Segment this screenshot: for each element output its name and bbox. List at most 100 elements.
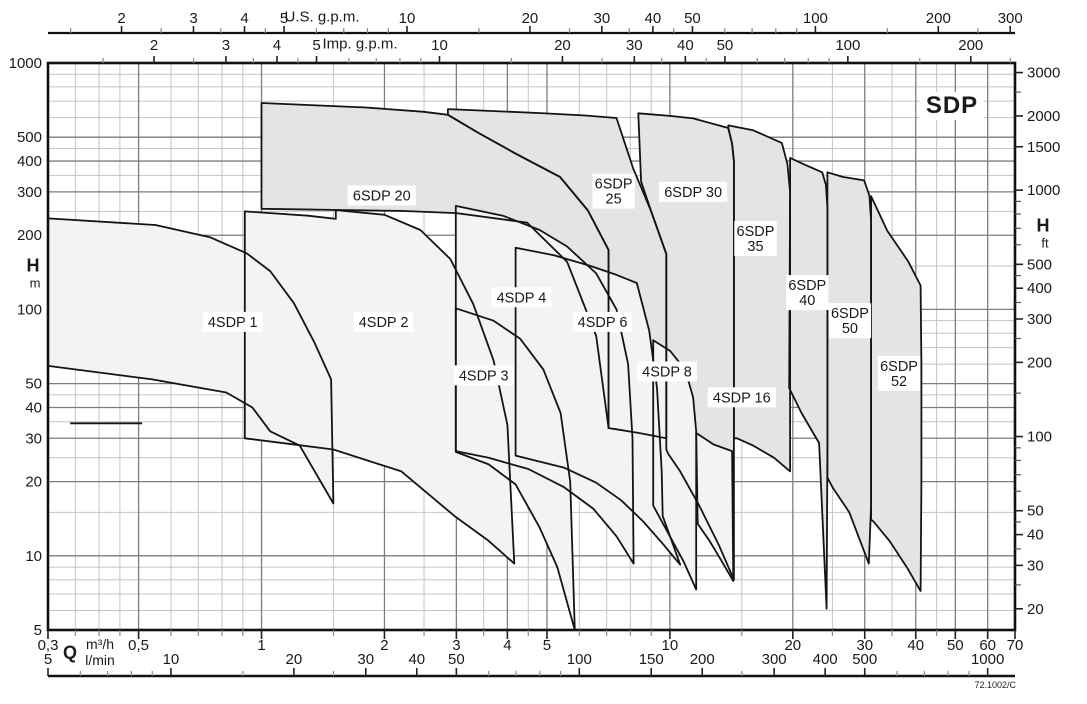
- envelope-outline-6sdp-50: [826, 171, 872, 565]
- pump-label-6sdp-25: 25: [606, 192, 622, 208]
- pump-label-6sdp-40: 6SDP: [788, 278, 826, 294]
- pump-label-6sdp-30: 6SDP 30: [664, 185, 722, 201]
- pump-label-box: [592, 173, 635, 209]
- envelope-outline-6sdp-52: [870, 195, 923, 592]
- head-symbol-right: H: [1036, 215, 1050, 236]
- tick-label: 40: [907, 637, 924, 654]
- h-m-label: 1000: [9, 55, 42, 72]
- lmin-axis-title: l/min: [85, 652, 115, 668]
- envelope-fill-4sdp-16: [696, 433, 734, 581]
- envelope-outline-4sdp-2: [243, 209, 516, 565]
- pump-label-box: [828, 303, 872, 339]
- tick-label: 30: [357, 651, 374, 668]
- tick-label: 20: [286, 651, 303, 668]
- tick-label: 3000: [1027, 65, 1060, 82]
- pump-label-4sdp-2: 4SDP 2: [359, 315, 409, 331]
- pump-label-box: [659, 181, 728, 202]
- tick-label: 100: [1027, 429, 1052, 446]
- pump-label-6sdp-35: 35: [747, 239, 763, 255]
- head-unit-m: m: [29, 275, 41, 291]
- tick-label: 50: [684, 10, 701, 27]
- tick-label: 40: [677, 37, 694, 54]
- tick-label: 40: [408, 651, 425, 668]
- tick-label: 400: [813, 651, 838, 668]
- tick-label: 10: [163, 651, 180, 668]
- pump-label-box: [453, 365, 514, 386]
- tick-label: 200: [958, 37, 983, 54]
- tick-label: 30: [1027, 557, 1044, 574]
- pump-label-4sdp-1: 4SDP 1: [208, 315, 258, 331]
- imp-gpm-axis-title: Imp. g.p.m.: [322, 35, 398, 53]
- tick-label: 200: [690, 651, 715, 668]
- head-symbol-left: H: [26, 255, 40, 276]
- reference-code: 72.1002/C: [974, 680, 1016, 690]
- tick-label: 10: [662, 637, 679, 654]
- h-m-label: 500: [17, 129, 42, 146]
- pump-label-box: [734, 220, 777, 256]
- tick-label: 100: [803, 10, 828, 27]
- envelope-fill-4sdp-2: [244, 210, 515, 564]
- pump-label-box: [202, 311, 263, 332]
- envelope-fill-6sdp-20: [261, 103, 609, 429]
- m3h-axis-title: m³/h: [86, 636, 114, 652]
- pump-label-6sdp-52: 6SDP: [880, 359, 918, 375]
- h-m-label: 10: [25, 548, 42, 565]
- h-m-label: 400: [17, 153, 42, 170]
- tick-label: 10: [399, 10, 416, 27]
- envelope-fill-4sdp-6: [515, 247, 681, 565]
- tick-label: 2: [380, 637, 388, 654]
- h-m-label: 200: [17, 227, 42, 244]
- flow-symbol: Q: [62, 642, 78, 663]
- tick-label: 5: [543, 637, 551, 654]
- envelope-fill-6sdp-35: [728, 125, 791, 472]
- pump-label-box: [353, 311, 414, 332]
- tick-label: 4: [273, 37, 281, 54]
- tick-label: 5: [280, 10, 288, 27]
- tick-label: 4: [240, 10, 248, 27]
- envelope-outline-4sdp-1: [47, 217, 335, 505]
- pump-label-6sdp-20: 6SDP 20: [353, 188, 411, 204]
- tick-label: 30: [594, 10, 611, 27]
- envelope-outline-4sdp-16: [695, 432, 735, 582]
- tick-label: 5: [312, 37, 320, 54]
- tick-label: 20: [522, 10, 539, 27]
- tick-label: 300: [762, 651, 787, 668]
- tick-label: 70: [1007, 637, 1024, 654]
- tick-label: 500: [852, 651, 877, 668]
- envelope-outline-6sdp-40: [788, 157, 829, 610]
- envelope-outline-4sdp-4: [454, 205, 635, 565]
- tick-label: 150: [639, 651, 664, 668]
- h-m-label: 300: [17, 184, 42, 201]
- pump-label-6sdp-40: 40: [799, 293, 815, 309]
- h-m-label: 50: [25, 376, 42, 393]
- tick-label: 60: [979, 637, 996, 654]
- pump-label-4sdp-8: 4SDP 8: [642, 364, 692, 380]
- tick-label: 300: [998, 10, 1023, 27]
- pump-label-4sdp-3: 4SDP 3: [459, 368, 509, 384]
- tick-label: 30: [856, 637, 873, 654]
- tick-label: 1000: [971, 651, 1004, 668]
- tick-label: 0,5: [128, 637, 149, 654]
- pump-label-6sdp-52: 52: [891, 374, 907, 390]
- envelope-outline-6sdp-25: [447, 108, 668, 440]
- tick-label: 4: [503, 637, 511, 654]
- pump-label-box: [637, 361, 697, 382]
- pump-label-6sdp-35: 6SDP: [737, 224, 775, 240]
- tick-label: 400: [1027, 280, 1052, 297]
- envelope-outline-4sdp-6: [514, 246, 682, 566]
- tick-label: 100: [567, 651, 592, 668]
- tick-label: 2: [150, 37, 158, 54]
- tick-label: 1: [257, 637, 265, 654]
- series-title: SDP: [919, 92, 985, 120]
- pump-label-6sdp-50: 50: [842, 321, 858, 337]
- tick-label: 20: [1027, 601, 1044, 618]
- tick-label: 50: [448, 651, 465, 668]
- envelope-outline-6sdp-30: [637, 112, 735, 581]
- tick-label: 2: [117, 10, 125, 27]
- tick-label: 3: [189, 10, 197, 27]
- pump-label-box: [491, 287, 552, 308]
- tick-label: 3: [452, 637, 460, 654]
- h-m-label: 30: [25, 430, 42, 447]
